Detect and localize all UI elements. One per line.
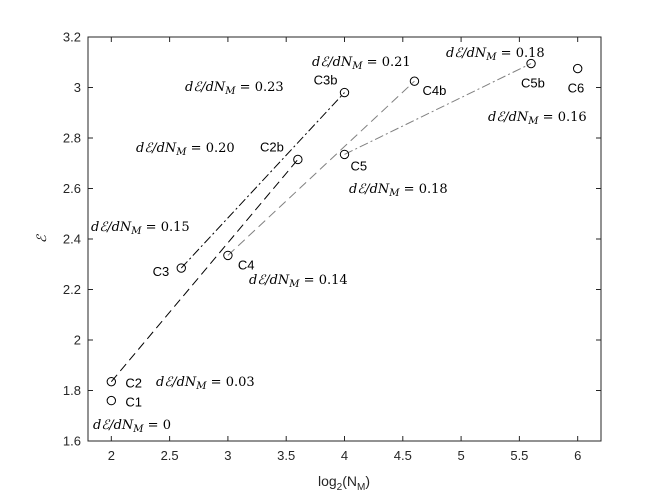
point-label-c3: C3 — [153, 264, 170, 279]
slope-annotation: dℰ/dNM = 0.20 — [136, 141, 235, 158]
point-c2b — [293, 154, 303, 165]
point-label-c2: C2 — [125, 376, 142, 391]
y-tick-label: 1.6 — [63, 434, 81, 449]
x-tick-label: 4 — [341, 448, 348, 463]
y-ticks-layer: 1.6 1.8 2 2.2 2.4 2.6 2.8 3 3.2 — [63, 30, 601, 449]
point-c2 — [106, 376, 117, 387]
slope-annotation: dℰ/dNM = 0.18 — [446, 46, 545, 63]
x-tick-label: 6 — [574, 448, 581, 463]
x-tick-label: 2.5 — [161, 448, 179, 463]
x-tick-label: 3 — [224, 448, 231, 463]
y-tick-label: 2.6 — [63, 181, 81, 196]
point-label-c3b: C3b — [314, 73, 338, 88]
plot-area — [88, 37, 601, 441]
segment-c2-c2b — [110, 159, 299, 382]
point-c5 — [339, 149, 350, 160]
y-tick-label: 1.8 — [63, 383, 81, 398]
point-c4 — [223, 250, 233, 261]
y-tick-label: 2.2 — [63, 282, 81, 297]
point-c1 — [106, 395, 117, 406]
point-label-c5: C5 — [351, 158, 368, 173]
segments-layer — [110, 63, 532, 382]
x-tick-label: 5.5 — [510, 448, 528, 463]
points-layer — [106, 58, 583, 406]
y-axis-label: ℰ — [35, 234, 50, 243]
segment-c3-c3b — [180, 92, 345, 269]
point-c4b — [409, 76, 420, 86]
y-tick-label: 2.4 — [63, 232, 81, 247]
point-label-c6: C6 — [568, 81, 585, 96]
y-tick-label: 2 — [74, 333, 81, 348]
point-c6 — [572, 63, 583, 74]
x-tick-label: 5 — [457, 448, 464, 463]
point-label-c1: C1 — [125, 395, 142, 410]
slope-annotation: dℰ/dNM = 0.16 — [488, 110, 587, 127]
slope-annotation: dℰ/dNM = 0.14 — [249, 273, 348, 290]
point-label-c4: C4 — [238, 257, 255, 272]
slope-annotation: dℰ/dNM = 0.15 — [91, 220, 190, 237]
slope-annotation: dℰ/dNM = 0.18 — [349, 182, 448, 199]
x-tick-label: 2 — [108, 448, 115, 463]
annotations-layer: dℰ/dNM = 0 dℰ/dNM = 0.03 dℰ/dNM = 0.15 dℰ/d… — [91, 46, 587, 435]
y-tick-label: 2.8 — [63, 131, 81, 146]
slope-annotation: dℰ/dNM = 0.03 — [156, 375, 255, 392]
x-ticks-layer: 2 2.5 3 3.5 4 4.5 5 5.5 6 — [108, 37, 581, 463]
slope-annotation: dℰ/dNM = 0.21 — [312, 55, 411, 72]
segment-c5-c5b — [344, 63, 532, 155]
point-label-c5b: C5b — [521, 76, 545, 91]
slope-annotation: dℰ/dNM = 0 — [93, 418, 171, 435]
point-c5b — [526, 58, 536, 69]
x-tick-label: 4.5 — [394, 448, 412, 463]
point-c3b — [339, 87, 350, 98]
point-labels-layer: C1 C2 C3 C4 C2b C5 C3b C4b C5b C6 — [125, 73, 584, 410]
point-label-c2b: C2b — [260, 139, 284, 154]
y-tick-label: 3.2 — [63, 30, 81, 45]
x-tick-label: 3.5 — [277, 448, 295, 463]
point-c3 — [176, 263, 186, 273]
segment-c4-c4b — [227, 80, 415, 256]
point-label-c4b: C4b — [422, 83, 446, 98]
x-axis-label: log2(NM) — [318, 473, 370, 493]
y-tick-label: 3 — [74, 80, 81, 95]
slope-annotation: dℰ/dNM = 0.23 — [185, 80, 284, 97]
